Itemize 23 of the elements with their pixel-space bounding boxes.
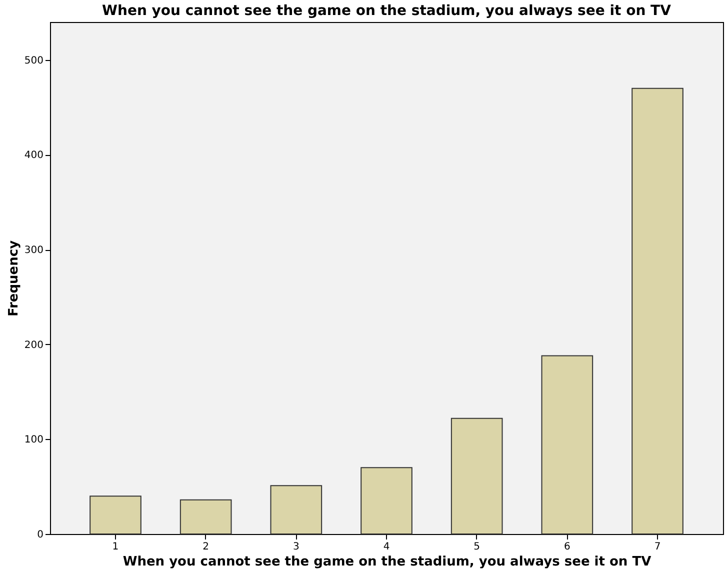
x-tick-label: 2 (202, 542, 210, 552)
x-axis-title: When you cannot see the game on the stadium, you always see it on TV (122, 554, 652, 570)
y-tick-label: 200 (24, 340, 44, 351)
x-tick-label: 1 (112, 542, 119, 552)
x-tick-label: 7 (654, 542, 661, 552)
y-tick-label: 0 (37, 530, 44, 540)
x-tick-label: 3 (292, 542, 300, 552)
bar (632, 88, 684, 534)
y-tick-label: 300 (24, 245, 44, 256)
bar (450, 418, 503, 534)
bar (541, 355, 594, 534)
bar (90, 496, 142, 534)
x-tick-label: 5 (474, 542, 480, 552)
x-tick-label: 4 (383, 542, 390, 552)
x-tick-label: 6 (564, 542, 570, 552)
chart-title: When you cannot see the game on the stadium, you always see it on TV (102, 3, 672, 19)
bar (180, 499, 232, 534)
bar (360, 467, 412, 534)
y-axis-title: Frequency (6, 240, 22, 317)
y-tick-label: 100 (24, 434, 44, 446)
y-tick-label: 500 (24, 55, 44, 66)
bar (270, 485, 322, 534)
y-tick-label: 400 (24, 150, 44, 162)
